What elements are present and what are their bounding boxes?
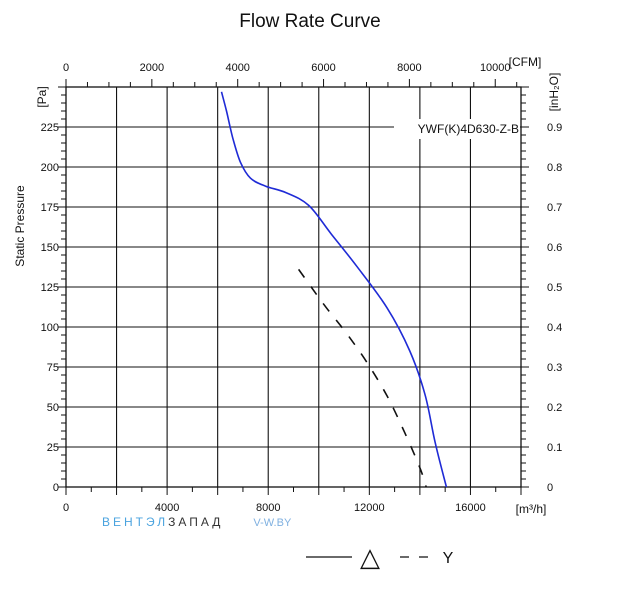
chart-title: Flow Rate Curve: [239, 11, 381, 32]
y-tick-label: 175: [41, 202, 59, 214]
y2-tick-label: 0.3: [547, 362, 562, 374]
y-axis-label: Static Pressure: [13, 185, 27, 267]
series-lines: [220, 91, 448, 488]
x2-tick-label: 0: [63, 62, 69, 74]
x2-unit-label: [CFM]: [509, 55, 542, 69]
x-tick-label: 8000: [256, 502, 280, 514]
x2-tick-label: 10000: [480, 62, 511, 74]
annotation-box: [394, 119, 520, 139]
y2-tick-label: 0.9: [547, 122, 562, 134]
y2-tick-label: 0.5: [547, 282, 562, 294]
series-line-dashed: [297, 268, 427, 488]
y2-tick-label: 0.1: [547, 442, 562, 454]
y2-unit-label: [inH₂O]: [547, 73, 561, 112]
series-line-solid: [220, 91, 448, 488]
y-tick-label: 25: [47, 442, 59, 454]
y-tick-label: 50: [47, 402, 59, 414]
model-annotation: YWF(K)4D630-Z-B: [418, 122, 519, 136]
watermark-part-2: ЗАПАД: [168, 515, 224, 529]
y-tick-label: 0: [53, 482, 59, 494]
x-tick-label: 16000: [455, 502, 486, 514]
y2-tick-label: 0.6: [547, 242, 562, 254]
legend: △ Y: [306, 542, 454, 572]
x-tick-label: 12000: [354, 502, 385, 514]
y2-tick-label: 0.8: [547, 162, 562, 174]
y-tick-label: 200: [41, 162, 59, 174]
y2-tick-label: 0.2: [547, 402, 562, 414]
tick-marks: [58, 79, 529, 495]
x2-tick-label: 6000: [311, 62, 335, 74]
x2-tick-label: 8000: [397, 62, 421, 74]
legend-delta-symbol: △: [360, 542, 380, 572]
x2-tick-label: 4000: [225, 62, 249, 74]
y-tick-label: 125: [41, 282, 59, 294]
y2-tick-label: 0.7: [547, 202, 562, 214]
legend-y-symbol: Y: [443, 550, 454, 567]
y2-tick-label: 0.4: [547, 322, 562, 334]
x-unit-label: [m³/h]: [516, 502, 547, 516]
x-tick-label: 4000: [155, 502, 179, 514]
watermark-part-1: ВЕНТЭЛ: [102, 515, 169, 529]
y-tick-label: 225: [41, 122, 59, 134]
y-tick-label: 150: [41, 242, 59, 254]
y-tick-label: 75: [47, 362, 59, 374]
y-unit-label: [Pa]: [35, 86, 49, 107]
watermark: ВЕНТЭЛЗАПАД V-W.BY: [102, 515, 291, 529]
grid: [65, 86, 522, 488]
y2-tick-label: 0: [547, 482, 553, 494]
x2-tick-label: 2000: [140, 62, 164, 74]
x-tick-label: 0: [63, 502, 69, 514]
watermark-site: V-W.BY: [253, 517, 292, 529]
y-tick-label: 100: [41, 322, 59, 334]
